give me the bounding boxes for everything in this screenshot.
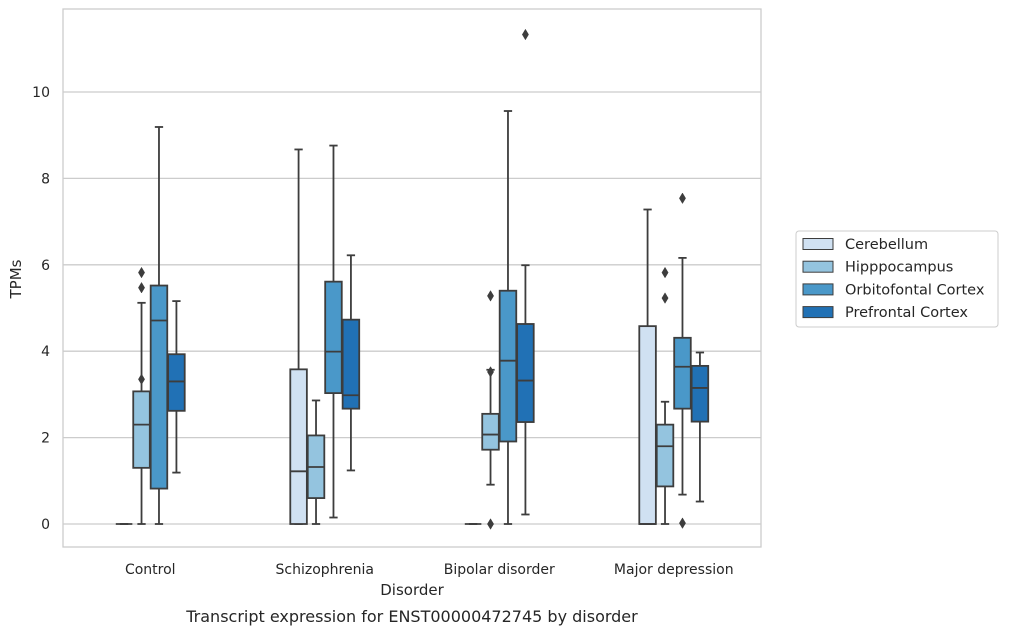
- box-iqr: [638, 325, 657, 525]
- box-iqr: [132, 390, 151, 469]
- box-orbitofontal-cortex: [149, 126, 169, 525]
- outlier-point: [661, 266, 669, 279]
- box-iqr: [498, 289, 518, 443]
- y-tick-label: 6: [41, 258, 50, 274]
- y-tick-labels: 0 2 4 6 8 10: [32, 85, 50, 533]
- box-orbitofontal-cortex: [498, 110, 518, 525]
- outlier-point: [138, 373, 145, 386]
- x-tick-label: Major depression: [614, 562, 734, 578]
- outlier-point: [679, 517, 686, 529]
- legend-label: Hipppocampus: [845, 260, 953, 276]
- box-iqr: [516, 323, 535, 423]
- x-tick-label: Schizophrenia: [276, 562, 374, 578]
- box-iqr: [690, 364, 710, 423]
- outlier-point: [679, 192, 686, 205]
- y-tick-label: 8: [41, 171, 50, 187]
- y-axis-label: TPMs: [7, 259, 25, 299]
- box-iqr: [324, 280, 343, 395]
- outlier-point: [138, 266, 145, 279]
- box-prefrontal-cortex: [167, 300, 186, 474]
- legend-frame: [795, 230, 999, 328]
- legend-label: Cerebellum: [845, 237, 928, 253]
- outlier-point: [661, 292, 669, 304]
- box-hipppocampus: [655, 266, 675, 525]
- outlier-point: [487, 290, 494, 302]
- box-prefrontal-cortex: [341, 254, 361, 472]
- box-prefrontal-cortex: [516, 28, 535, 516]
- box-iqr: [481, 412, 500, 451]
- outlier-point: [487, 366, 494, 378]
- outlier-point: [138, 281, 145, 294]
- legend-label: Orbitofontal Cortex: [845, 282, 985, 298]
- legend-swatch: [802, 260, 834, 273]
- plot-area-frame: [62, 8, 762, 548]
- legend-swatch: [802, 283, 834, 296]
- chart-caption: Transcript expression for ENST0000047274…: [185, 607, 638, 626]
- box-iqr: [167, 353, 186, 412]
- box-cerebellum: [289, 148, 308, 525]
- x-tick-label: Control: [125, 562, 176, 578]
- legend-swatch: [802, 306, 834, 319]
- x-tick-labels: Control Schizophrenia Bipolar disorder Majo…: [125, 562, 734, 578]
- legend-swatch: [802, 238, 834, 250]
- box-iqr: [655, 423, 675, 488]
- box-hipppocampus: [481, 290, 500, 530]
- x-tick-label: Bipolar disorder: [444, 562, 555, 578]
- outlier-point: [487, 518, 494, 530]
- box-iqr: [341, 318, 361, 410]
- y-tick-label: 2: [41, 431, 50, 447]
- box-hipppocampus: [306, 399, 326, 525]
- plot-boxes: [115, 28, 710, 530]
- x-axis-label: Disorder: [380, 581, 444, 599]
- box-orbitofontal-cortex: [673, 192, 692, 529]
- box-iqr: [289, 368, 308, 525]
- box-prefrontal-cortex: [690, 351, 710, 503]
- y-tick-label: 10: [32, 85, 50, 101]
- outlier-point: [521, 28, 529, 41]
- y-tick-label: 4: [41, 344, 50, 360]
- box-iqr: [673, 336, 692, 410]
- box-hipppocampus: [132, 266, 151, 525]
- box-orbitofontal-cortex: [324, 144, 343, 519]
- legend-label: Prefrontal Cortex: [845, 305, 968, 321]
- box-iqr: [149, 284, 169, 490]
- box-cerebellum: [638, 208, 657, 525]
- y-tick-label: 0: [41, 517, 50, 533]
- legend: Cerebellum Hipppocampus Orbitofontal Corte…: [795, 230, 999, 328]
